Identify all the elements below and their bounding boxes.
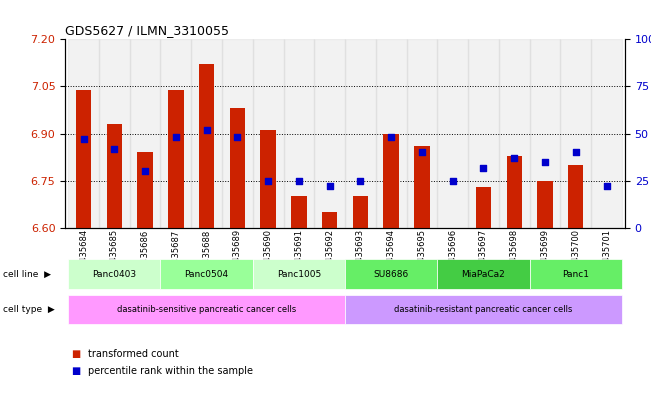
- Text: MiaPaCa2: MiaPaCa2: [462, 270, 505, 279]
- Bar: [199, 64, 214, 228]
- Point: [140, 168, 150, 174]
- Text: Panc0403: Panc0403: [92, 270, 136, 279]
- Text: SU8686: SU8686: [374, 270, 409, 279]
- Point: [232, 134, 243, 141]
- Point: [109, 145, 120, 152]
- Point: [540, 159, 550, 165]
- Bar: [191, 39, 222, 228]
- Point: [602, 183, 612, 189]
- Bar: [414, 146, 430, 228]
- Point: [171, 134, 181, 141]
- Text: cell type  ▶: cell type ▶: [3, 305, 55, 314]
- Bar: [353, 196, 368, 228]
- Point: [324, 183, 335, 189]
- Point: [447, 178, 458, 184]
- Text: GDS5627 / ILMN_3310055: GDS5627 / ILMN_3310055: [65, 24, 229, 37]
- Bar: [506, 156, 522, 228]
- Text: dasatinib-resistant pancreatic cancer cells: dasatinib-resistant pancreatic cancer ce…: [395, 305, 573, 314]
- Point: [294, 178, 304, 184]
- Bar: [407, 39, 437, 228]
- Bar: [68, 39, 99, 228]
- Text: ■: ■: [72, 349, 81, 359]
- Bar: [530, 39, 561, 228]
- Point: [509, 155, 519, 161]
- Bar: [591, 39, 622, 228]
- Bar: [222, 39, 253, 228]
- Bar: [99, 39, 130, 228]
- Text: Panc1: Panc1: [562, 270, 589, 279]
- Point: [263, 178, 273, 184]
- Bar: [160, 39, 191, 228]
- Text: ■: ■: [72, 366, 81, 376]
- Bar: [314, 39, 345, 228]
- Bar: [376, 39, 407, 228]
- Bar: [253, 39, 283, 228]
- Point: [355, 178, 366, 184]
- Bar: [137, 152, 153, 228]
- Bar: [291, 196, 307, 228]
- Point: [570, 149, 581, 156]
- Bar: [230, 108, 245, 228]
- Point: [201, 127, 212, 133]
- Bar: [76, 90, 91, 228]
- Text: Panc0504: Panc0504: [184, 270, 229, 279]
- Bar: [468, 39, 499, 228]
- Bar: [383, 134, 399, 228]
- Bar: [568, 165, 583, 228]
- Bar: [130, 39, 160, 228]
- Bar: [537, 181, 553, 228]
- Bar: [499, 39, 530, 228]
- Bar: [476, 187, 491, 228]
- Bar: [345, 39, 376, 228]
- Point: [417, 149, 427, 156]
- Text: cell line  ▶: cell line ▶: [3, 270, 51, 279]
- Point: [78, 136, 89, 142]
- Bar: [168, 90, 184, 228]
- Point: [386, 134, 396, 141]
- Text: dasatinib-sensitive pancreatic cancer cells: dasatinib-sensitive pancreatic cancer ce…: [117, 305, 296, 314]
- Bar: [260, 130, 276, 228]
- Bar: [283, 39, 314, 228]
- Point: [478, 164, 489, 171]
- Bar: [107, 124, 122, 228]
- Text: transformed count: transformed count: [88, 349, 178, 359]
- Bar: [322, 212, 337, 228]
- Text: percentile rank within the sample: percentile rank within the sample: [88, 366, 253, 376]
- Bar: [561, 39, 591, 228]
- Bar: [437, 39, 468, 228]
- Text: Panc1005: Panc1005: [277, 270, 321, 279]
